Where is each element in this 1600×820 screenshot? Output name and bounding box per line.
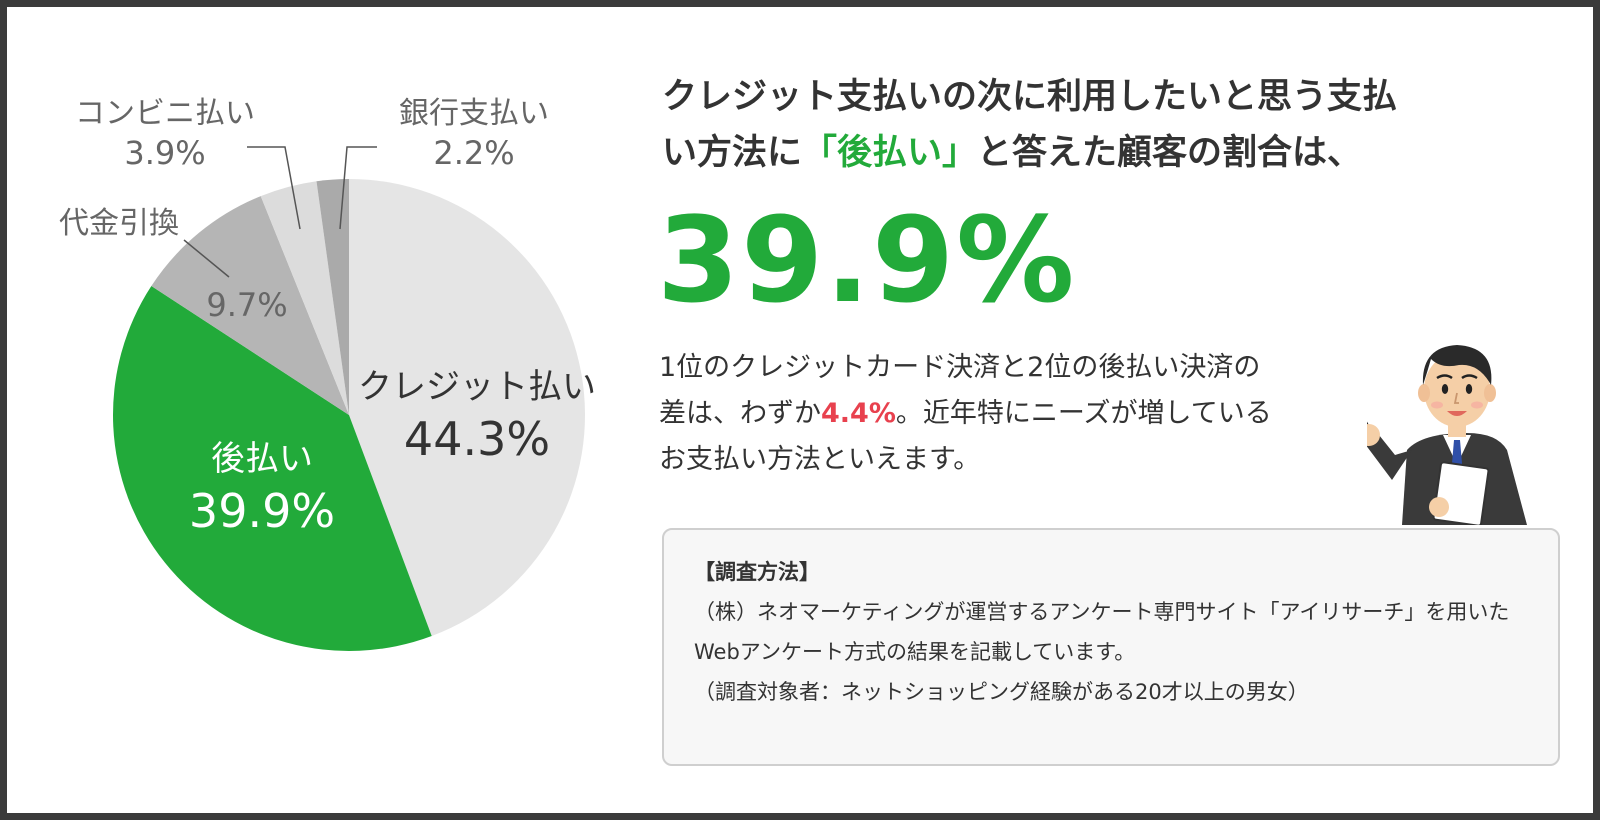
description-line-3: お支払い方法といえます。 — [659, 444, 981, 475]
pie-slice-deferred — [112, 286, 432, 651]
callout-bank-label: 銀行支払い — [399, 96, 549, 131]
leader-line-bank — [339, 146, 377, 230]
slice-label-deferred: 後払い 39.9% — [167, 437, 357, 541]
pie-slice-bank — [316, 179, 349, 415]
headline: クレジット支払いの次に利用したいと思う支払 い方法に「後払い」と答えた顧客の割合… — [662, 69, 1397, 181]
description-line-2-start: 差は、わずか — [659, 398, 821, 429]
callout-cod-label: 代金引換 — [59, 206, 179, 241]
deferred-label: 後払い — [211, 439, 313, 479]
credit-label: クレジット払い — [358, 367, 596, 407]
credit-value: 44.3% — [403, 412, 551, 466]
callout-convenience-value: 3.9% — [124, 134, 206, 172]
slice-label-credit: クレジット払い 44.3% — [357, 365, 597, 469]
description-line-2: 差は、わずか4.4%。近年特にニーズが増している — [659, 391, 1272, 437]
leader-line-cod — [183, 239, 230, 278]
callout-convenience: コンビニ払い 3.9% — [65, 95, 265, 173]
callout-bank-value: 2.2% — [433, 134, 515, 172]
headline-line-1: クレジット支払いの次に利用したいと思う支払 — [662, 77, 1398, 117]
method-line-1: （株）ネオマーケティングが運営するアンケート専門サイト「アイリサーチ」を用いた — [694, 600, 1510, 624]
pie-chart — [112, 146, 585, 651]
headline-line-2-end: と答えた顧客の割合は、 — [977, 133, 1363, 173]
headline-line-2: い方法に「後払い」と答えた顧客の割合は、 — [662, 125, 1397, 181]
pie-slice-convenience — [260, 181, 349, 415]
cod-value-label: 9.7% — [192, 285, 302, 325]
method-line-2: Webアンケート方式の結果を記載しています。 — [694, 640, 1136, 664]
survey-method-box: 【調査方法】 （株）ネオマーケティングが運営するアンケート専門サイト「アイリサー… — [662, 528, 1560, 766]
description-line-2-end: 。近年特にニーズが増している — [895, 398, 1272, 429]
description: 1位のクレジットカード決済と2位の後払い決済の 差は、わずか4.4%。近年特にニ… — [659, 345, 1272, 483]
description-highlight: 4.4% — [821, 398, 896, 429]
callout-bank: 銀行支払い 2.2% — [379, 95, 569, 173]
deferred-value: 39.9% — [188, 484, 336, 538]
big-percentage: 39.9% — [657, 191, 1077, 329]
pie-slice-credit — [349, 179, 585, 637]
callout-cod: 代金引換 — [49, 205, 189, 243]
leader-line-convenience — [247, 146, 301, 230]
method-line-3: （調査対象者：ネットショッピング経験がある20才以上の男女） — [694, 680, 1309, 704]
presenter-illustration — [1367, 345, 1527, 525]
headline-highlight: 「後払い」 — [802, 133, 978, 173]
method-title: 【調査方法】 — [694, 560, 820, 584]
cod-value: 9.7% — [206, 286, 288, 324]
description-line-1: 1位のクレジットカード決済と2位の後払い決済の — [659, 352, 1261, 383]
callout-convenience-label: コンビニ払い — [75, 96, 255, 131]
headline-line-2-start: い方法に — [662, 133, 803, 173]
pie-slice-cod — [151, 196, 349, 415]
